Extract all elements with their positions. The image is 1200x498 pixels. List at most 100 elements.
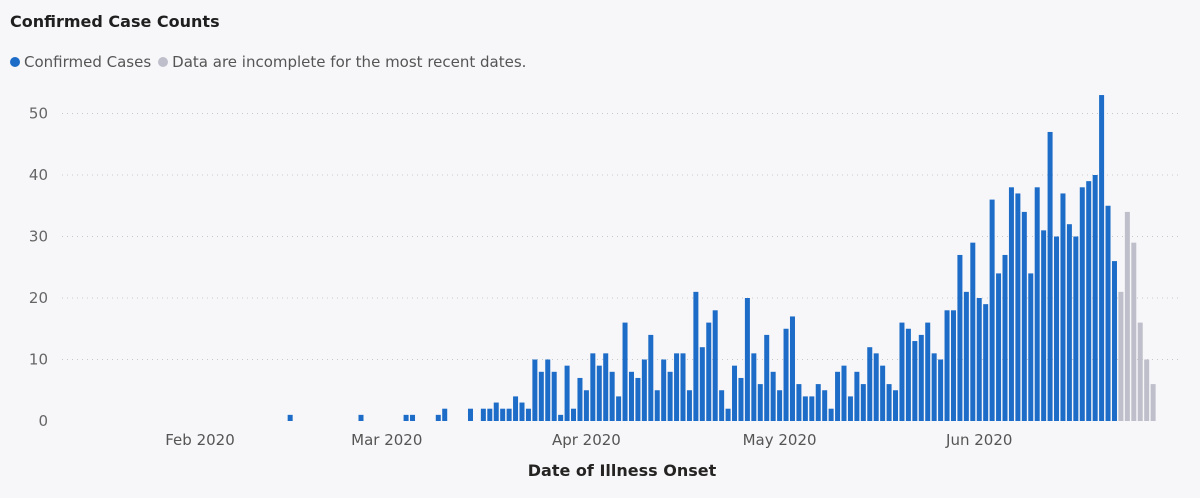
bar-confirmed[interactable] xyxy=(1008,187,1014,421)
bar-incomplete[interactable] xyxy=(1131,242,1137,421)
bar-confirmed[interactable] xyxy=(944,310,950,421)
bar-confirmed[interactable] xyxy=(1111,261,1117,421)
bar-confirmed[interactable] xyxy=(1047,131,1053,421)
bar-confirmed[interactable] xyxy=(654,390,660,421)
bar-confirmed[interactable] xyxy=(899,322,905,421)
bar-confirmed[interactable] xyxy=(628,371,634,421)
bar-confirmed[interactable] xyxy=(1092,175,1098,421)
bar-confirmed[interactable] xyxy=(648,334,654,421)
bar-confirmed[interactable] xyxy=(1021,211,1027,421)
bar-confirmed[interactable] xyxy=(757,384,763,421)
bar-confirmed[interactable] xyxy=(686,390,692,421)
bar-confirmed[interactable] xyxy=(571,408,577,421)
bar-confirmed[interactable] xyxy=(854,371,860,421)
bar-confirmed[interactable] xyxy=(1002,254,1008,421)
bar-confirmed[interactable] xyxy=(403,414,409,421)
bar-confirmed[interactable] xyxy=(1034,187,1040,421)
bar-confirmed[interactable] xyxy=(287,414,293,421)
bar-confirmed[interactable] xyxy=(435,414,441,421)
bar-confirmed[interactable] xyxy=(764,334,770,421)
bar-confirmed[interactable] xyxy=(596,365,602,421)
bar-confirmed[interactable] xyxy=(950,310,956,421)
bar-confirmed[interactable] xyxy=(880,365,886,421)
bar-confirmed[interactable] xyxy=(841,365,847,421)
bar-confirmed[interactable] xyxy=(693,291,699,421)
bar-confirmed[interactable] xyxy=(410,414,416,421)
bar-confirmed[interactable] xyxy=(699,347,705,421)
bar-confirmed[interactable] xyxy=(1105,205,1111,421)
bar-confirmed[interactable] xyxy=(487,408,493,421)
bar-confirmed[interactable] xyxy=(912,341,918,421)
bar-confirmed[interactable] xyxy=(564,365,570,421)
bar-confirmed[interactable] xyxy=(532,359,538,422)
bar-confirmed[interactable] xyxy=(828,408,834,421)
bar-confirmed[interactable] xyxy=(706,322,712,421)
bar-confirmed[interactable] xyxy=(983,304,989,421)
bar-confirmed[interactable] xyxy=(802,396,808,421)
bar-confirmed[interactable] xyxy=(1066,224,1072,421)
bar-confirmed[interactable] xyxy=(1028,273,1034,421)
bar-confirmed[interactable] xyxy=(989,199,995,421)
bar-confirmed[interactable] xyxy=(590,353,596,421)
bar-confirmed[interactable] xyxy=(616,396,622,421)
bar-confirmed[interactable] xyxy=(970,242,976,421)
bar-confirmed[interactable] xyxy=(545,359,551,422)
bar-confirmed[interactable] xyxy=(751,353,757,421)
bar-confirmed[interactable] xyxy=(925,322,931,421)
bar-confirmed[interactable] xyxy=(860,384,866,421)
bar-incomplete[interactable] xyxy=(1118,291,1124,421)
bar-confirmed[interactable] xyxy=(1099,95,1105,422)
bar-confirmed[interactable] xyxy=(1015,193,1021,421)
bar-confirmed[interactable] xyxy=(770,371,776,421)
bar-confirmed[interactable] xyxy=(358,414,364,421)
bar-confirmed[interactable] xyxy=(538,371,544,421)
bar-confirmed[interactable] xyxy=(873,353,879,421)
bar-confirmed[interactable] xyxy=(1086,181,1092,421)
bar-confirmed[interactable] xyxy=(680,353,686,421)
bar-confirmed[interactable] xyxy=(712,310,718,421)
bar-confirmed[interactable] xyxy=(822,390,828,421)
bar-incomplete[interactable] xyxy=(1144,359,1150,422)
bar-confirmed[interactable] xyxy=(577,377,583,421)
bar-confirmed[interactable] xyxy=(480,408,486,421)
bar-confirmed[interactable] xyxy=(674,353,680,421)
bar-confirmed[interactable] xyxy=(641,359,647,422)
bar-confirmed[interactable] xyxy=(635,377,641,421)
bar-incomplete[interactable] xyxy=(1150,384,1156,421)
bar-confirmed[interactable] xyxy=(1073,236,1079,422)
bar-confirmed[interactable] xyxy=(732,365,738,421)
bar-confirmed[interactable] xyxy=(1060,193,1066,421)
bar-confirmed[interactable] xyxy=(815,384,821,421)
bar-confirmed[interactable] xyxy=(506,408,512,421)
bar-confirmed[interactable] xyxy=(893,390,899,421)
legend-item-incomplete[interactable]: Data are incomplete for the most recent … xyxy=(158,53,526,71)
bar-confirmed[interactable] xyxy=(1054,236,1060,422)
bar-confirmed[interactable] xyxy=(667,371,673,421)
bar-confirmed[interactable] xyxy=(467,408,473,421)
bar-confirmed[interactable] xyxy=(551,371,557,421)
bar-confirmed[interactable] xyxy=(777,390,783,421)
bar-confirmed[interactable] xyxy=(493,402,499,421)
bar-incomplete[interactable] xyxy=(1124,211,1130,421)
bar-confirmed[interactable] xyxy=(963,291,969,421)
bar-confirmed[interactable] xyxy=(931,353,937,421)
bar-confirmed[interactable] xyxy=(725,408,731,421)
bar-confirmed[interactable] xyxy=(905,328,911,421)
bar-confirmed[interactable] xyxy=(719,390,725,421)
bar-confirmed[interactable] xyxy=(789,316,795,421)
bar-confirmed[interactable] xyxy=(783,328,789,421)
bar-confirmed[interactable] xyxy=(1041,230,1047,421)
bar-confirmed[interactable] xyxy=(867,347,873,421)
bar-confirmed[interactable] xyxy=(519,402,525,421)
bar-confirmed[interactable] xyxy=(1079,187,1085,421)
bar-confirmed[interactable] xyxy=(525,408,531,421)
bar-confirmed[interactable] xyxy=(976,298,982,421)
bar-confirmed[interactable] xyxy=(744,298,750,421)
bar-confirmed[interactable] xyxy=(957,254,963,421)
legend-item-confirmed[interactable]: Confirmed Cases xyxy=(10,53,151,71)
bar-confirmed[interactable] xyxy=(558,414,564,421)
bar-confirmed[interactable] xyxy=(835,371,841,421)
bar-confirmed[interactable] xyxy=(583,390,589,421)
bar-confirmed[interactable] xyxy=(513,396,519,421)
bar-confirmed[interactable] xyxy=(996,273,1002,421)
